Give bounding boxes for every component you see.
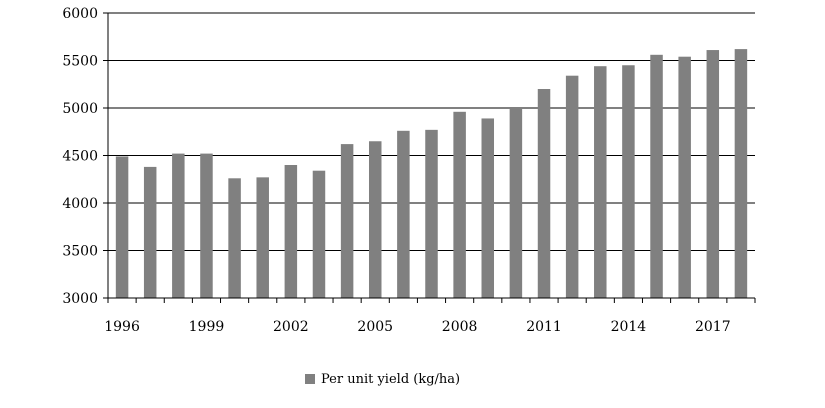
x-tick-label: 2005 [357,319,393,335]
bar [143,166,157,298]
bars [115,49,748,299]
x-tick-label: 2017 [695,319,731,335]
y-tick-label: 4500 [62,149,98,165]
y-tick-label: 6000 [62,6,98,22]
axes [103,12,756,303]
bar [256,177,269,298]
bar [425,129,438,298]
legend-label: Per unit yield (kg/ha) [321,371,461,387]
bar [312,170,326,298]
x-tick-label: 2008 [442,319,478,335]
bar [537,89,551,298]
x-tick-label: 1996 [104,319,140,335]
x-tick-label: 2014 [611,319,647,335]
x-tick-label: 2002 [273,319,309,335]
bar [622,65,635,298]
x-tick-label: 1999 [189,319,225,335]
y-tick-label: 3000 [62,291,98,307]
y-tick-labels: 3000 3500 4000 4500 5000 5500 6000 [62,6,98,307]
y-tick-label: 3500 [62,244,98,260]
bar [678,56,691,299]
bar [340,144,354,298]
bar [509,108,523,298]
legend-swatch [305,374,315,384]
y-tick-label: 5500 [62,54,98,70]
bar [172,153,185,298]
bar [284,165,298,298]
bar [200,153,213,298]
bar [565,75,579,298]
bar [453,111,466,298]
bar [594,66,607,298]
y-tick-label: 4000 [62,196,98,212]
bar [650,54,663,298]
bar [481,118,495,298]
x-tick-labels: 1996 1999 2002 2005 2008 2011 2014 2017 [104,319,730,335]
legend: Per unit yield (kg/ha) [305,369,460,389]
y-tick-label: 5000 [62,101,98,117]
bar [228,178,241,298]
bar [734,49,748,298]
bar [706,50,720,298]
bar [397,130,410,298]
bar [368,141,382,298]
bar [115,156,129,298]
x-tick-label: 2011 [526,319,562,335]
